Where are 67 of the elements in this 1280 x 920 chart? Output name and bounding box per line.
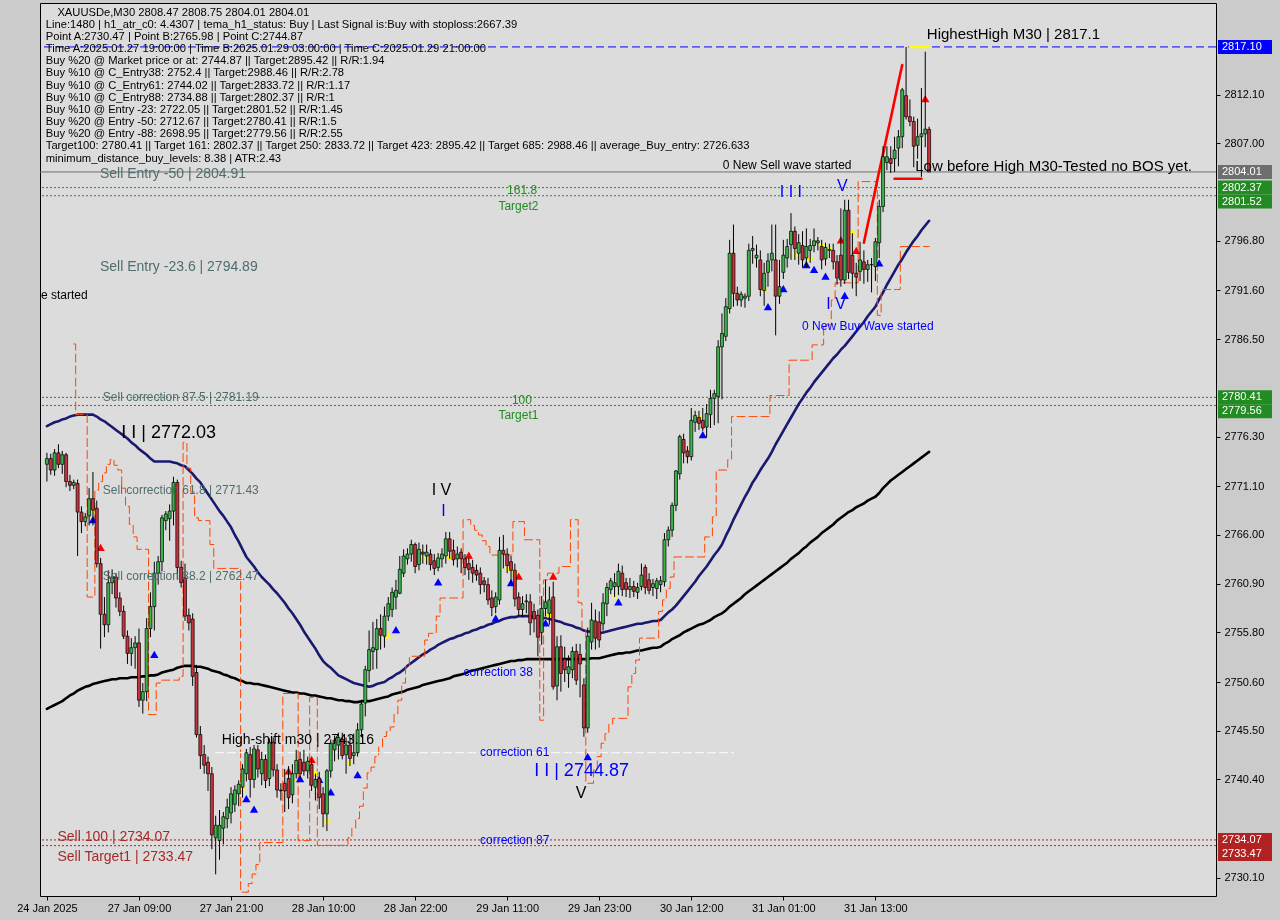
ref-line-label: 2802.37 bbox=[1222, 180, 1262, 193]
annotation: Point A:2730.47 | Point B:2765.98 | Point C:2744.87 bbox=[45, 30, 303, 42]
x-tick-label: 30 Jan 12:00 bbox=[659, 901, 724, 914]
annotation: V bbox=[836, 177, 848, 194]
ref-line-label: 2779.56 bbox=[1222, 404, 1262, 417]
annotation: Buy %10 @ C_Entry61: 2744.02 || Target:2833.72 || R/R:1.17 bbox=[45, 78, 351, 91]
y-tick-label: 2786.50 bbox=[1224, 332, 1265, 345]
x-tick-label: 29 Jan 23:00 bbox=[567, 901, 632, 914]
annotation: correction 38 bbox=[463, 665, 534, 679]
ref-line-label: 2780.41 bbox=[1222, 390, 1262, 403]
ref-line-label: 2804.01 bbox=[1222, 164, 1262, 177]
ref-line-label: 2734.07 bbox=[1222, 832, 1262, 845]
annotation: Sell Target1 | 2733.47 bbox=[57, 848, 194, 864]
annotation: 0 New Buy Wave started bbox=[802, 319, 934, 333]
ref-line-label: 2733.47 bbox=[1222, 846, 1262, 859]
annotation: Line:1480 | h1_atr_c0: 4.4307 | tema_h1_status: Buy | Last Signal is:Buy with stoploss:2667.39 bbox=[45, 17, 518, 30]
y-tick-label: 2730.10 bbox=[1224, 871, 1265, 884]
annotation: Sell 100 | 2734.07 bbox=[57, 828, 171, 844]
annotation: 100 bbox=[511, 393, 533, 407]
x-tick-label: 27 Jan 09:00 bbox=[107, 901, 172, 914]
annotation: I I | 2744.87 bbox=[534, 760, 629, 780]
annotation: e started bbox=[40, 288, 88, 302]
y-tick-label: 2760.90 bbox=[1224, 577, 1265, 590]
y-tick-label: 2750.60 bbox=[1224, 675, 1265, 688]
annotation: Target1 bbox=[498, 408, 539, 422]
annotation: I V bbox=[431, 481, 452, 498]
y-tick-label: 2776.30 bbox=[1224, 430, 1265, 443]
annotation: Buy %20 @ Entry -88: 2698.95 || Target:2779.56 || R/R:2.55 bbox=[45, 127, 343, 140]
chart-title: XAUUSDe,M30 2808.47 2808.75 2804.01 2804.01 bbox=[57, 5, 310, 18]
annotation: minimum_distance_buy_levels: 8.38 | ATR:2.43 bbox=[45, 151, 282, 164]
y-tick-label: 2812.10 bbox=[1224, 88, 1265, 101]
annotation: I I | 2772.03 bbox=[121, 422, 216, 442]
x-tick-label: 31 Jan 01:00 bbox=[752, 901, 816, 914]
x-tick-label: 31 Jan 13:00 bbox=[844, 901, 908, 914]
annotation: 0 New Sell wave started bbox=[722, 158, 852, 172]
annotation: Sell Entry -23.6 | 2794.89 bbox=[99, 258, 258, 274]
annotation: Buy %20 @ Market price or at: 2744.87 || Target:2895.42 || R/R:1.94 bbox=[45, 54, 385, 67]
annotation: Buy %20 @ Entry -50: 2712.67 || Target:2780.41 || R/R:1.5 bbox=[45, 115, 337, 128]
x-tick-label: 28 Jan 22:00 bbox=[383, 901, 448, 914]
x-tick-label: 24 Jan 2025 bbox=[17, 901, 78, 914]
y-tick-label: 2791.60 bbox=[1224, 283, 1265, 296]
annotation: correction 61 bbox=[480, 745, 550, 759]
y-tick-label: 2740.40 bbox=[1224, 772, 1265, 785]
annotation: Buy %10 @ C_Entry88: 2734.88 || Target:2802.37 || R/R:1 bbox=[45, 90, 335, 103]
x-tick-label: 28 Jan 10:00 bbox=[291, 901, 356, 914]
y-tick-label: 2807.00 bbox=[1224, 136, 1265, 149]
annotation: Target2 bbox=[498, 199, 539, 213]
annotation: Sell correction 87.5 | 2781.19 bbox=[102, 390, 260, 404]
annotation: correction 87 bbox=[480, 833, 550, 847]
ref-line-label: 2817.10 bbox=[1222, 39, 1262, 52]
x-tick-label: 27 Jan 21:00 bbox=[199, 901, 264, 914]
annotation: Sell Entry -50 | 2804.91 bbox=[99, 165, 247, 181]
x-tick-label: 29 Jan 11:00 bbox=[476, 901, 540, 914]
annotation: HighestHigh M30 | 2817.1 bbox=[926, 25, 1101, 42]
annotation: I bbox=[441, 502, 446, 519]
annotation: I I I bbox=[779, 183, 803, 200]
annotation: 161.8 bbox=[507, 183, 538, 197]
annotation: Buy %10 @ C_Entry38: 2752.4 || Target:2988.46 || R/R:2.78 bbox=[45, 66, 345, 79]
y-tick-label: 2745.50 bbox=[1224, 724, 1265, 737]
annotation: Buy %10 @ Entry -23: 2722.05 || Target:2801.52 || R/R:1.45 bbox=[45, 102, 343, 115]
annotation: Target100: 2780.41 || Target 161: 2802.37 || Target 250: 2833.72 || Target 423: 2895.42 || Target 685: 2988.46 || average_Buy_entry: 2726.633 bbox=[45, 139, 750, 152]
y-tick-label: 2755.80 bbox=[1224, 625, 1265, 638]
y-tick-label: 2771.10 bbox=[1224, 479, 1265, 492]
ref-line-label: 2801.52 bbox=[1222, 194, 1262, 207]
y-tick-label: 2766.00 bbox=[1224, 528, 1265, 541]
annotation: V bbox=[575, 784, 587, 801]
y-tick-label: 2796.80 bbox=[1224, 234, 1265, 247]
